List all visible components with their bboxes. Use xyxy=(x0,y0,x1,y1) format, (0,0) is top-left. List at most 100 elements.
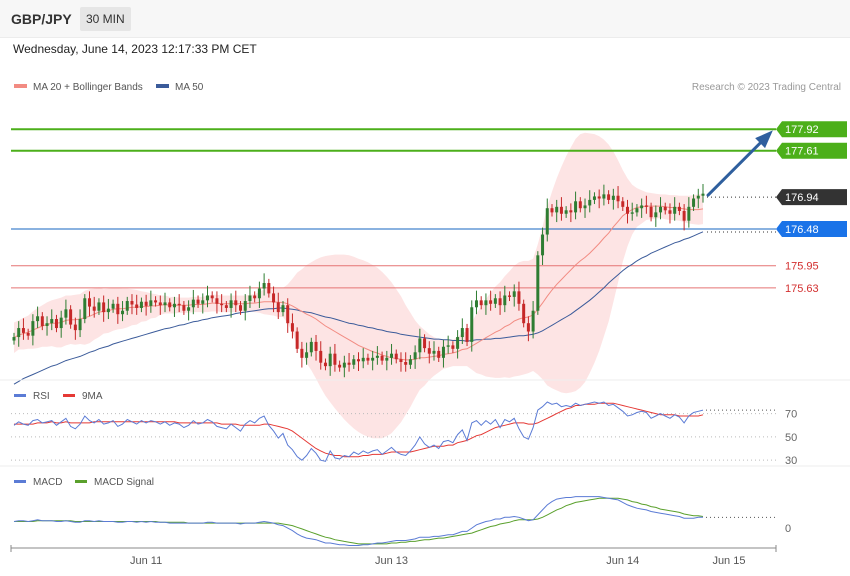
candle-down xyxy=(394,353,398,360)
candle-up xyxy=(64,309,68,318)
candle-up xyxy=(654,212,658,218)
candle-up xyxy=(673,206,677,214)
candle-down xyxy=(314,341,318,351)
candle-down xyxy=(677,206,681,211)
candle-up xyxy=(243,301,247,311)
candle-up xyxy=(205,295,209,301)
candle-up xyxy=(659,206,663,213)
candle-down xyxy=(116,303,120,315)
candle-up xyxy=(375,355,379,358)
candle-up xyxy=(555,206,559,213)
ma20-line xyxy=(13,205,704,361)
candle-up xyxy=(418,338,422,353)
legend-ma50-swatch xyxy=(156,84,169,88)
candle-down xyxy=(290,323,294,332)
candle-down xyxy=(357,359,360,362)
candle-down xyxy=(465,328,469,342)
candle-down xyxy=(267,283,271,294)
candle-down xyxy=(616,195,620,202)
candle-up xyxy=(59,317,63,329)
candle-up xyxy=(484,300,488,306)
x-tick-label: Jun 14 xyxy=(606,555,639,567)
candle-up xyxy=(328,353,332,367)
candle-down xyxy=(498,298,502,306)
chart-header: GBP/JPY 30 MIN xyxy=(0,0,850,38)
candle-down xyxy=(333,353,337,365)
candle-down xyxy=(54,319,58,329)
candle-up xyxy=(187,307,191,311)
instrument-title: GBP/JPY xyxy=(11,11,72,27)
candle-down xyxy=(569,210,573,213)
x-axis: Jun 11 Jun 13 Jun 14 Jun 15 xyxy=(10,545,777,567)
candle-down xyxy=(550,208,554,213)
candle-up xyxy=(262,283,266,289)
candle-up xyxy=(83,298,87,320)
candle-up xyxy=(564,210,568,214)
candle-up xyxy=(97,302,101,311)
current-price-tag-shape xyxy=(776,189,847,206)
legend-macd-swatch xyxy=(14,480,26,483)
timeframe-button[interactable]: 30 MIN xyxy=(80,7,131,31)
macd-panel: MACD MACD Signal 0 xyxy=(13,477,791,546)
candle-up xyxy=(541,234,545,256)
candle-up xyxy=(163,302,167,306)
rsi-ma-line xyxy=(14,402,704,458)
candle-down xyxy=(682,210,686,221)
candle-up xyxy=(149,300,153,306)
candle-up xyxy=(611,195,615,200)
candle-up xyxy=(390,353,394,358)
candle-down xyxy=(135,304,139,308)
target-arrow-shaft xyxy=(706,137,766,197)
candle-down xyxy=(69,309,73,325)
candle-down xyxy=(517,291,521,304)
candle-down xyxy=(158,302,162,306)
legend-rsi-label: RSI xyxy=(33,391,50,402)
candle-up xyxy=(361,357,365,362)
legend-ma20-swatch xyxy=(14,84,27,88)
candle-down xyxy=(276,302,280,313)
candle-down xyxy=(215,298,219,304)
candle-down xyxy=(404,361,408,365)
candle-up xyxy=(309,341,313,353)
candle-down xyxy=(559,206,563,214)
resistance-value: 177.92 xyxy=(785,124,819,136)
rsi-gridlines: 70 50 30 xyxy=(11,409,797,467)
legend-ma50-label: MA 50 xyxy=(175,82,204,93)
candle-up xyxy=(125,301,129,311)
candle-up xyxy=(106,308,110,313)
candle-down xyxy=(451,345,455,349)
rsi-panel: RSI 9MA 70 50 30 xyxy=(11,391,797,467)
legend-rsi-swatch xyxy=(14,394,26,397)
candle-down xyxy=(182,305,186,311)
legend-ma20-label: MA 20 + Bollinger Bands xyxy=(33,82,143,93)
candle-up xyxy=(352,359,356,365)
resistance-value: 177.61 xyxy=(785,146,819,158)
candle-down xyxy=(479,300,483,306)
candle-up xyxy=(545,208,549,235)
candle-up xyxy=(201,300,205,304)
candle-down xyxy=(26,332,30,336)
legend-rsi-ma-label: 9MA xyxy=(82,391,103,402)
candle-down xyxy=(73,324,77,331)
candle-down xyxy=(253,295,257,299)
current-price-tag: 176.94 xyxy=(776,189,847,206)
candle-down xyxy=(597,196,601,199)
candle-up xyxy=(630,212,634,214)
candle-up xyxy=(121,310,125,315)
candle-down xyxy=(649,206,653,218)
candle-up xyxy=(432,350,436,354)
resistance-tag xyxy=(776,121,847,138)
candle-up xyxy=(12,337,16,341)
rsi-tick-label: 70 xyxy=(785,409,797,421)
candle-up xyxy=(640,205,644,209)
candle-up xyxy=(446,345,450,347)
candle-up xyxy=(536,255,540,311)
candle-up xyxy=(413,352,417,360)
ma50-line xyxy=(13,231,704,385)
candle-down xyxy=(88,298,92,307)
candle-down xyxy=(437,350,441,358)
candle-up xyxy=(456,337,460,349)
legend-macd-signal-swatch xyxy=(75,480,87,483)
candle-up xyxy=(531,310,535,332)
